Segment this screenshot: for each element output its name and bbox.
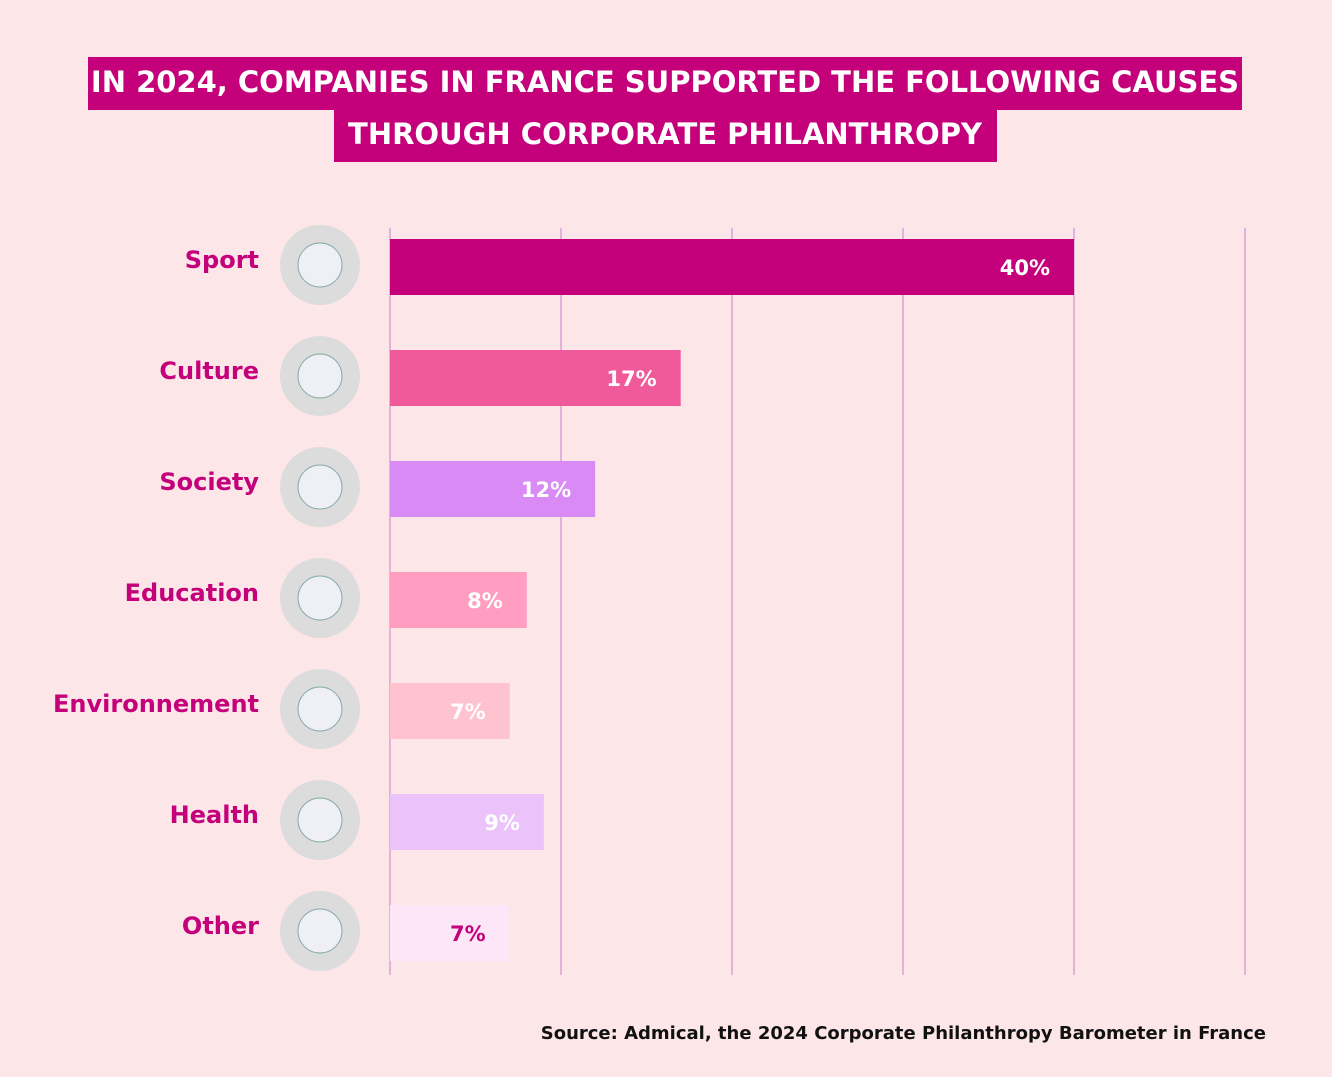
- category-label: Other: [182, 912, 259, 940]
- bar: [390, 461, 596, 517]
- value-label: 17%: [606, 367, 656, 391]
- category-label: Society: [159, 468, 259, 496]
- value-label: 12%: [521, 478, 571, 502]
- bar: [390, 572, 527, 628]
- icon: [297, 242, 343, 288]
- bar: [390, 905, 510, 961]
- category-label: Health: [170, 801, 259, 829]
- value-label: 7%: [450, 700, 486, 724]
- value-label: 8%: [467, 589, 503, 613]
- category-label: Environnement: [53, 690, 259, 718]
- bar: [390, 794, 544, 850]
- bar: [390, 683, 510, 739]
- chart-title: THROUGH CORPORATE PHILANTHROPY: [348, 117, 983, 151]
- icon: [297, 464, 343, 510]
- value-label: 7%: [450, 922, 486, 946]
- icon: [297, 575, 343, 621]
- title-box: [334, 110, 997, 162]
- category-label: Education: [125, 579, 259, 607]
- source: Source: Admical, the 2024 Corporate Phil…: [541, 1023, 1266, 1044]
- chart-title: IN 2024, COMPANIES IN FRANCE SUPPORTED T…: [91, 65, 1239, 99]
- icon: [297, 686, 343, 732]
- title-box: [88, 57, 1242, 110]
- bar: [390, 239, 1074, 295]
- bar: [390, 350, 681, 406]
- category-label: Sport: [185, 246, 259, 274]
- icon: [297, 797, 343, 843]
- category-label: Culture: [159, 357, 259, 385]
- value-label: 40%: [1000, 256, 1050, 280]
- icon: [297, 908, 343, 954]
- value-label: 9%: [484, 811, 520, 835]
- icon: [297, 353, 343, 399]
